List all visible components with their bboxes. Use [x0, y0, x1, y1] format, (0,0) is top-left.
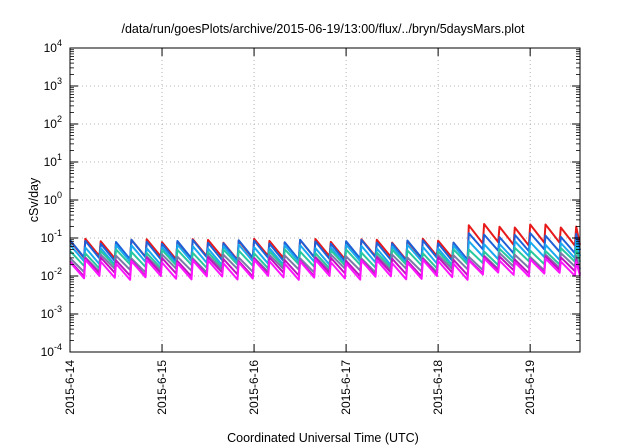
x-tick-label: 2015-6-14 [63, 360, 77, 415]
y-tick-label: 101 [44, 152, 62, 169]
y-tick-label: 10-1 [41, 228, 62, 245]
y-tick-label: 102 [44, 114, 62, 131]
y-tick-label: 10-3 [41, 304, 62, 321]
x-tick-label: 2015-6-19 [523, 360, 537, 415]
chart-title: /data/run/goesPlots/archive/2015-06-19/1… [121, 22, 525, 36]
y-tick-label: 10-4 [41, 342, 62, 359]
x-tick-label: 2015-6-16 [247, 360, 261, 415]
y-tick-label: 103 [44, 76, 62, 93]
x-tick-label: 2015-6-17 [339, 360, 353, 415]
y-tick-label: 10-2 [41, 266, 62, 283]
series-line-6 [69, 257, 581, 281]
y-tick-label: 104 [44, 38, 62, 55]
grid [70, 48, 580, 352]
y-axis-ticks: 10-4 10-3 10-2 10-1 100 101 102 103 104 [41, 38, 580, 359]
series-group [69, 223, 581, 281]
x-tick-label: 2015-6-18 [431, 360, 445, 415]
x-axis-label: Coordinated Universal Time (UTC) [227, 431, 419, 445]
x-axis-ticks: 2015-6-14 2015-6-15 2015-6-16 2015-6-17 2015… [63, 48, 537, 415]
y-axis-label: cSv/day [27, 177, 41, 222]
x-tick-label: 2015-6-15 [155, 360, 169, 415]
y-tick-label: 100 [44, 190, 62, 207]
